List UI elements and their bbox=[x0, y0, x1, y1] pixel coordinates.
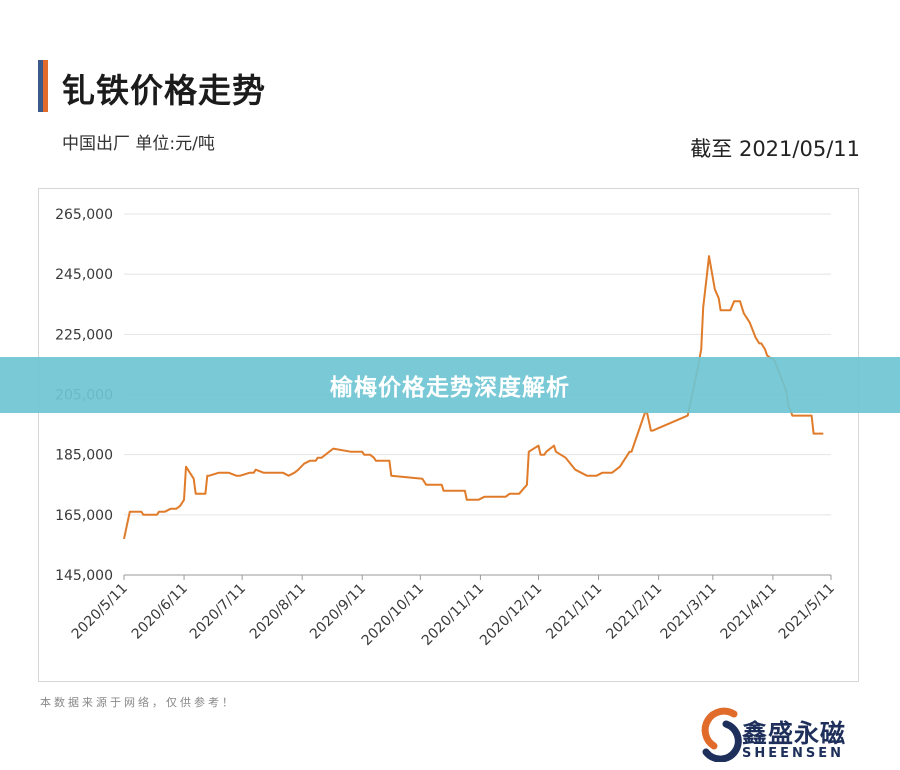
y-tick-label: 265,000 bbox=[55, 207, 113, 223]
x-tick-label: 2021/5/11 bbox=[776, 581, 838, 643]
banner-text: 榆梅价格走势深度解析 bbox=[330, 375, 570, 401]
price-series bbox=[123, 255, 824, 540]
source-note: 本数据来源于网络，仅供参考！ bbox=[40, 696, 236, 709]
sheensen-logo-icon bbox=[701, 707, 742, 762]
x-tick-label: 2021/4/11 bbox=[718, 581, 780, 643]
as-of-date: 截至 2021/05/11 bbox=[690, 137, 860, 161]
unit-subtitle: 中国出厂 单位:元/吨 bbox=[62, 134, 215, 154]
y-tick-label: 145,000 bbox=[55, 568, 113, 584]
axes bbox=[123, 574, 832, 580]
page-title: 钆铁价格走势 bbox=[62, 71, 266, 110]
price-line-chart: 145,000165,000185,000205,000225,000245,0… bbox=[55, 207, 838, 649]
x-tick-label: 2020/9/11 bbox=[307, 581, 369, 643]
x-tick-labels: 2020/5/112020/6/112020/7/112020/8/112020… bbox=[69, 581, 838, 649]
x-tick-label: 2020/5/11 bbox=[69, 581, 131, 643]
x-tick-label: 2020/7/11 bbox=[187, 581, 249, 643]
x-tick-label: 2021/2/11 bbox=[603, 581, 665, 643]
y-tick-label: 225,000 bbox=[55, 327, 113, 343]
logo-name-en: SHEENSEN bbox=[742, 746, 845, 761]
title-accent-bar bbox=[38, 60, 48, 112]
y-tick-label: 185,000 bbox=[55, 448, 113, 464]
x-tick-label: 2020/6/11 bbox=[129, 581, 191, 643]
article-banner: 榆梅价格走势深度解析 bbox=[0, 357, 900, 413]
x-tick-label: 2021/3/11 bbox=[658, 581, 720, 643]
y-tick-label: 245,000 bbox=[55, 267, 113, 283]
x-tick-label: 2020/10/11 bbox=[359, 581, 427, 649]
chart-panel bbox=[38, 188, 859, 682]
x-tick-label: 2020/8/11 bbox=[247, 581, 309, 643]
x-tick-label: 2020/12/11 bbox=[477, 581, 545, 649]
y-tick-label: 165,000 bbox=[55, 508, 113, 524]
price-line bbox=[123, 255, 824, 540]
x-tick-label: 2021/1/11 bbox=[543, 581, 605, 643]
y-tick-labels: 145,000165,000185,000205,000225,000245,0… bbox=[55, 207, 113, 584]
logo-name-cn: 鑫盛永磁 bbox=[742, 719, 847, 748]
